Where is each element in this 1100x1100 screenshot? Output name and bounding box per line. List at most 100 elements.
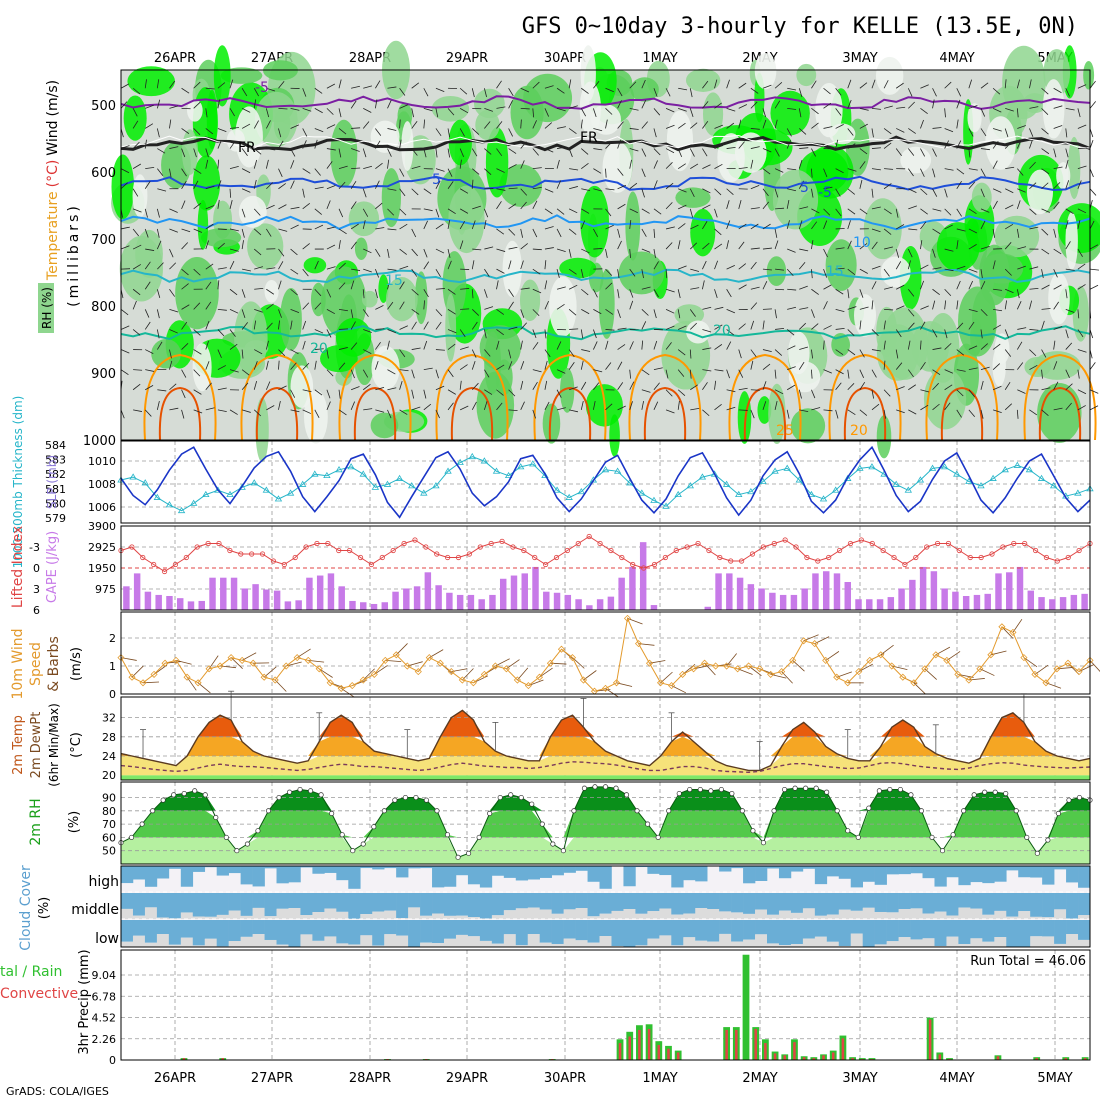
wind-barb xyxy=(338,181,346,190)
wind-barb xyxy=(132,383,141,391)
wind-barb xyxy=(265,381,271,390)
wind-barb-10m xyxy=(506,659,520,670)
cloud-cover-bar xyxy=(683,920,696,938)
wind-barb xyxy=(641,121,648,129)
wind-barb xyxy=(1041,269,1044,279)
wind-barb xyxy=(605,340,609,350)
wind-barb xyxy=(835,139,839,149)
cloud-cover-bar xyxy=(767,866,780,869)
wind-barb xyxy=(641,248,651,253)
rh-blob xyxy=(979,253,1024,284)
wind-barb xyxy=(363,165,373,170)
thickness-point xyxy=(504,471,513,479)
wind-barb xyxy=(593,309,602,315)
wind-barb xyxy=(786,409,790,419)
wind-speed-point xyxy=(965,676,973,684)
rh-blob xyxy=(1037,383,1082,443)
wind-barb xyxy=(1004,349,1012,357)
cloud-cover-bar xyxy=(312,866,325,874)
wind-barb xyxy=(181,389,186,399)
thickness-point xyxy=(698,473,707,480)
rh-blob xyxy=(385,277,418,322)
cloud-gap-bar xyxy=(132,935,146,947)
cloud-gap-bar xyxy=(264,939,277,947)
wind-barb xyxy=(968,321,975,330)
cloud-cover-bar xyxy=(432,893,445,914)
wind-barb xyxy=(508,409,518,412)
cape-bar xyxy=(790,594,798,610)
wind-barb xyxy=(556,269,560,278)
wind-barb xyxy=(617,228,621,238)
thickness-point xyxy=(1013,461,1022,468)
lifted-index-point xyxy=(140,554,146,561)
rh2m-point xyxy=(128,834,135,840)
precip-convective-bar xyxy=(831,1052,835,1060)
cloud-cover-bar xyxy=(850,866,864,888)
cloud-cover-bar xyxy=(755,866,768,881)
wind-barb xyxy=(423,208,433,212)
wind-barb xyxy=(714,344,723,350)
date-axis: 26APR26APR27APR27APR28APR28APR29APR29APR… xyxy=(154,51,1073,1086)
wind-barb xyxy=(423,340,428,350)
cloud-cover-bar xyxy=(826,893,840,915)
wind-barb xyxy=(205,159,209,169)
cloud-gap-bar xyxy=(204,916,218,919)
rh-blob xyxy=(181,129,199,175)
cloud-cover-bar xyxy=(778,893,792,911)
rh2m-point xyxy=(855,834,861,840)
cape-bar xyxy=(316,575,324,610)
wind-barb xyxy=(132,208,142,213)
lifted-index-point xyxy=(630,561,636,568)
wind-barb xyxy=(689,148,695,157)
wind-barb xyxy=(241,107,251,113)
wind-speed-point xyxy=(833,673,841,681)
cloud-cover-bar xyxy=(790,893,804,913)
cloud-cover-bar xyxy=(886,920,899,942)
wind-barb xyxy=(665,269,668,279)
wind-barb xyxy=(641,321,647,330)
cloud-gap-bar xyxy=(503,910,517,919)
wind-barb xyxy=(883,246,893,250)
wind-barb xyxy=(1077,329,1084,338)
cloud-gap-bar xyxy=(922,938,935,947)
wind-barb xyxy=(762,201,770,210)
lifted-index-point xyxy=(847,540,854,547)
cloud-cover-bar xyxy=(288,920,301,947)
wind-barb xyxy=(569,409,579,413)
wind-barb xyxy=(205,205,215,210)
wind-barb xyxy=(738,82,747,89)
rh-blob xyxy=(825,239,857,291)
wind-barb-10m xyxy=(462,668,474,681)
wind-barb xyxy=(387,409,392,419)
wind-barb xyxy=(1065,383,1073,391)
wind-barb xyxy=(217,308,227,311)
wind-barb xyxy=(253,179,257,189)
cape-bar xyxy=(1049,599,1056,610)
wind-barb xyxy=(1016,79,1020,89)
wind-barb xyxy=(762,148,772,153)
wind-barb xyxy=(302,88,307,97)
rh-dry-patch xyxy=(1065,212,1078,270)
rh-dry-patch xyxy=(401,121,414,171)
wind-barb xyxy=(253,228,262,236)
wind-barb xyxy=(593,341,598,350)
cloud-cover-bar xyxy=(503,893,517,911)
rh2m-point xyxy=(181,790,187,797)
wind-barb xyxy=(156,99,161,109)
wind-barb xyxy=(253,361,258,370)
wind-barb-10m xyxy=(792,660,805,672)
wind-barb xyxy=(1029,329,1039,331)
lifted-index-point xyxy=(499,538,505,545)
rh-dry-patch xyxy=(1026,169,1054,215)
wind-barb xyxy=(738,409,748,411)
wind-barb-10m xyxy=(583,670,597,681)
wind-barb xyxy=(774,400,778,410)
wind-barb xyxy=(1017,265,1026,270)
wind-barb xyxy=(653,261,659,270)
wind-barb xyxy=(774,148,780,157)
wind-barb xyxy=(532,228,538,238)
wind-speed-point xyxy=(789,656,797,664)
wind-speed-point xyxy=(161,659,169,667)
wind-speed-point xyxy=(271,676,279,684)
wind-barb xyxy=(1065,402,1072,411)
